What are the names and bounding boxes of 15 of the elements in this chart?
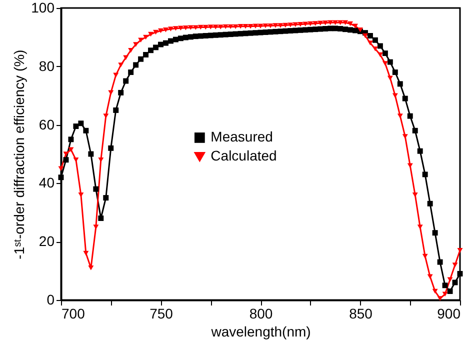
y-tick-label: 0 xyxy=(46,292,55,308)
x-tick-label: 900 xyxy=(437,306,461,322)
y-tick-label: 20 xyxy=(38,233,55,250)
y-tick-label: 80 xyxy=(38,58,55,74)
x-tick-label: 850 xyxy=(349,306,373,322)
y-axis-title: -1ˢᵗ-order diffraction efficiency (%) xyxy=(11,50,28,260)
legend-label: Measured xyxy=(210,128,273,145)
x-tick-label: 750 xyxy=(150,306,174,322)
x-tick-label: 700 xyxy=(62,306,86,322)
legend-label: Calculated xyxy=(210,148,277,164)
x-axis-title: wavelength(nm) xyxy=(210,324,311,340)
y-tick-label: 60 xyxy=(38,116,55,132)
y-tick-label: 100 xyxy=(31,0,55,16)
y-tick-label: 40 xyxy=(38,174,55,191)
x-tick-label: 800 xyxy=(249,306,273,322)
